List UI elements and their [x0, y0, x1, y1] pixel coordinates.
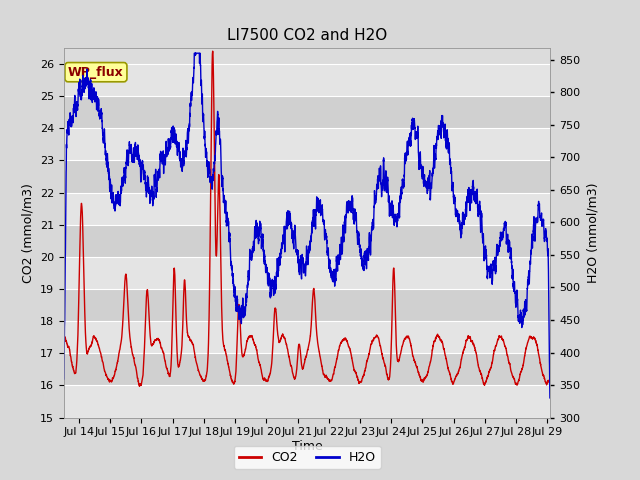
Bar — [64, 289, 550, 321]
Bar — [64, 192, 550, 225]
Legend: CO2, H2O: CO2, H2O — [234, 446, 381, 469]
Bar — [64, 257, 550, 289]
Bar — [64, 225, 550, 257]
Title: LI7500 CO2 and H2O: LI7500 CO2 and H2O — [227, 28, 387, 43]
Y-axis label: H2O (mmol/m3): H2O (mmol/m3) — [586, 182, 599, 283]
Bar — [64, 96, 550, 128]
Bar — [64, 160, 550, 192]
Bar — [64, 321, 550, 353]
Bar — [64, 64, 550, 96]
X-axis label: Time: Time — [292, 440, 323, 453]
Text: WP_flux: WP_flux — [68, 66, 124, 79]
Bar — [64, 353, 550, 385]
Y-axis label: CO2 (mmol/m3): CO2 (mmol/m3) — [22, 183, 35, 283]
Bar — [64, 385, 550, 418]
Bar — [64, 128, 550, 160]
